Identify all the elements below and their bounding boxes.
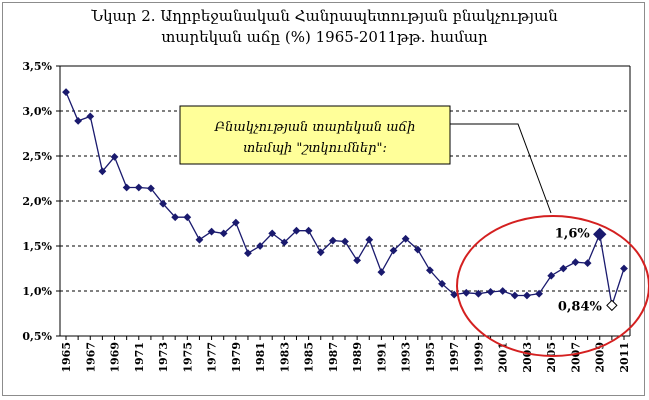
- y-tick-label: 3,5%: [22, 60, 52, 73]
- overlay: 1,6% 0,84% Բնակչության տարեկան աճի տեմպի "շ…: [179, 105, 649, 357]
- y-tick-labels: 0,5% 1,0% 1,5% 2,0% 2,5% 3,0% 3,5%: [22, 60, 52, 343]
- x-tick-label: 1999: [472, 342, 485, 373]
- data-point-1967: [86, 112, 95, 121]
- data-point-2001: [498, 287, 507, 295]
- x-tick-label: 1995: [424, 342, 437, 373]
- data-point-1990: [365, 235, 374, 244]
- x-tick-label: 1993: [400, 342, 413, 373]
- y-tick-label: 1,5%: [22, 240, 52, 253]
- x-tick-label: 1969: [109, 342, 122, 373]
- data-point-2006: [559, 264, 568, 273]
- data-point-1996: [438, 279, 446, 288]
- data-point-1979: [231, 218, 240, 227]
- data-point-2007: [571, 258, 580, 267]
- x-tick-label: 2007: [569, 342, 582, 373]
- x-tick-label: 1987: [327, 342, 340, 373]
- data-point-1969: [110, 152, 119, 161]
- callout-text-line-1: Բնակչության տարեկան աճի: [214, 120, 416, 135]
- data-point-1995: [426, 266, 434, 275]
- axes: [56, 65, 631, 340]
- data-point-2010: [606, 299, 618, 312]
- data-point-2004: [535, 289, 543, 298]
- chart-frame: [2, 2, 645, 396]
- series-population-growth: [62, 88, 628, 312]
- data-point-1982: [268, 229, 277, 238]
- data-point-1985: [304, 226, 313, 235]
- data-point-1998: [462, 288, 471, 297]
- data-point-1976: [195, 235, 204, 244]
- data-point-1992: [389, 246, 398, 255]
- data-point-1980: [244, 249, 252, 258]
- x-tick-label: 1971: [133, 342, 146, 373]
- x-tick-label: 2011: [618, 342, 631, 373]
- x-tick-labels: 1965 1967 1969 1971 1973 1975 1977 1979 1981 1983…: [60, 342, 631, 373]
- data-point-1975: [183, 213, 192, 222]
- data-point-1994: [413, 245, 422, 254]
- x-tick-label: 1965: [60, 342, 73, 373]
- data-point-1987: [328, 236, 337, 245]
- x-tick-label: 1989: [351, 342, 364, 373]
- x-tick-label: 1975: [181, 342, 194, 373]
- data-point-2002: [510, 291, 519, 300]
- data-point-1981: [256, 242, 264, 250]
- data-point-1977: [207, 227, 216, 236]
- x-tick-label: 2003: [521, 342, 534, 373]
- data-point-2008: [583, 259, 592, 268]
- y-tick-label: 0,5%: [22, 330, 52, 343]
- x-tick-label: 1977: [206, 342, 219, 373]
- x-tick-label: 1997: [448, 342, 461, 373]
- x-tick-label: 1981: [254, 342, 267, 373]
- data-point-2000: [486, 287, 495, 296]
- data-point-2003: [523, 291, 531, 300]
- data-point-1983: [280, 238, 289, 247]
- x-tick-label: 1983: [278, 342, 291, 373]
- y-tick-label: 2,5%: [22, 150, 52, 163]
- data-point-1988: [341, 237, 349, 246]
- chart-title-line-2: տարեկան աճը (%) 1965-2011թթ. համար: [161, 28, 488, 46]
- data-point-2005: [547, 271, 556, 280]
- gridlines: [60, 65, 630, 292]
- data-point-1991: [377, 268, 386, 277]
- data-point-1974: [171, 213, 180, 222]
- data-point-1978: [219, 229, 228, 238]
- data-point-1993: [401, 234, 410, 243]
- y-tick-label: 2,0%: [22, 195, 52, 208]
- x-tick-label: 1991: [375, 342, 388, 373]
- x-tick-label: 1985: [303, 342, 316, 373]
- chart-title: Նկար 2. Աղրբեջանական Հանրապետության բնակ…: [0, 6, 649, 48]
- y-tick-label: 1,0%: [22, 285, 52, 298]
- data-point-1984: [292, 226, 301, 235]
- x-tick-label: 2001: [497, 342, 510, 373]
- annotation-peak: 1,6%: [555, 226, 591, 241]
- data-point-2009: [593, 227, 607, 242]
- data-point-1971: [134, 183, 143, 192]
- data-point-1972: [147, 184, 155, 193]
- data-point-1970: [122, 183, 131, 192]
- highlight-ellipse: [456, 215, 649, 357]
- callout-text-line-2: տեմպի "շտկումներ":: [243, 141, 387, 156]
- x-tick-label: 1973: [157, 342, 170, 373]
- annotation-low: 0,84%: [558, 299, 603, 314]
- data-point-1997: [450, 290, 459, 299]
- x-tick-label: 1979: [230, 342, 243, 373]
- data-point-2011: [620, 264, 628, 273]
- chart-title-line-1: Նկար 2. Աղրբեջանական Հանրապետության բնակ…: [91, 7, 558, 25]
- x-tick-label: 1967: [84, 342, 97, 373]
- data-point-1966: [74, 116, 83, 125]
- data-point-1999: [474, 289, 483, 298]
- x-tick-label: 2009: [594, 342, 607, 373]
- data-point-1968: [98, 167, 107, 176]
- data-point-1965: [62, 88, 70, 97]
- x-tick-label: 2005: [545, 342, 558, 373]
- data-point-1989: [353, 256, 362, 265]
- data-point-1973: [159, 199, 167, 208]
- callout-box: [179, 105, 451, 165]
- callout-leader-line: [450, 123, 552, 214]
- data-point-1986: [316, 248, 325, 257]
- y-tick-label: 3,0%: [22, 105, 52, 118]
